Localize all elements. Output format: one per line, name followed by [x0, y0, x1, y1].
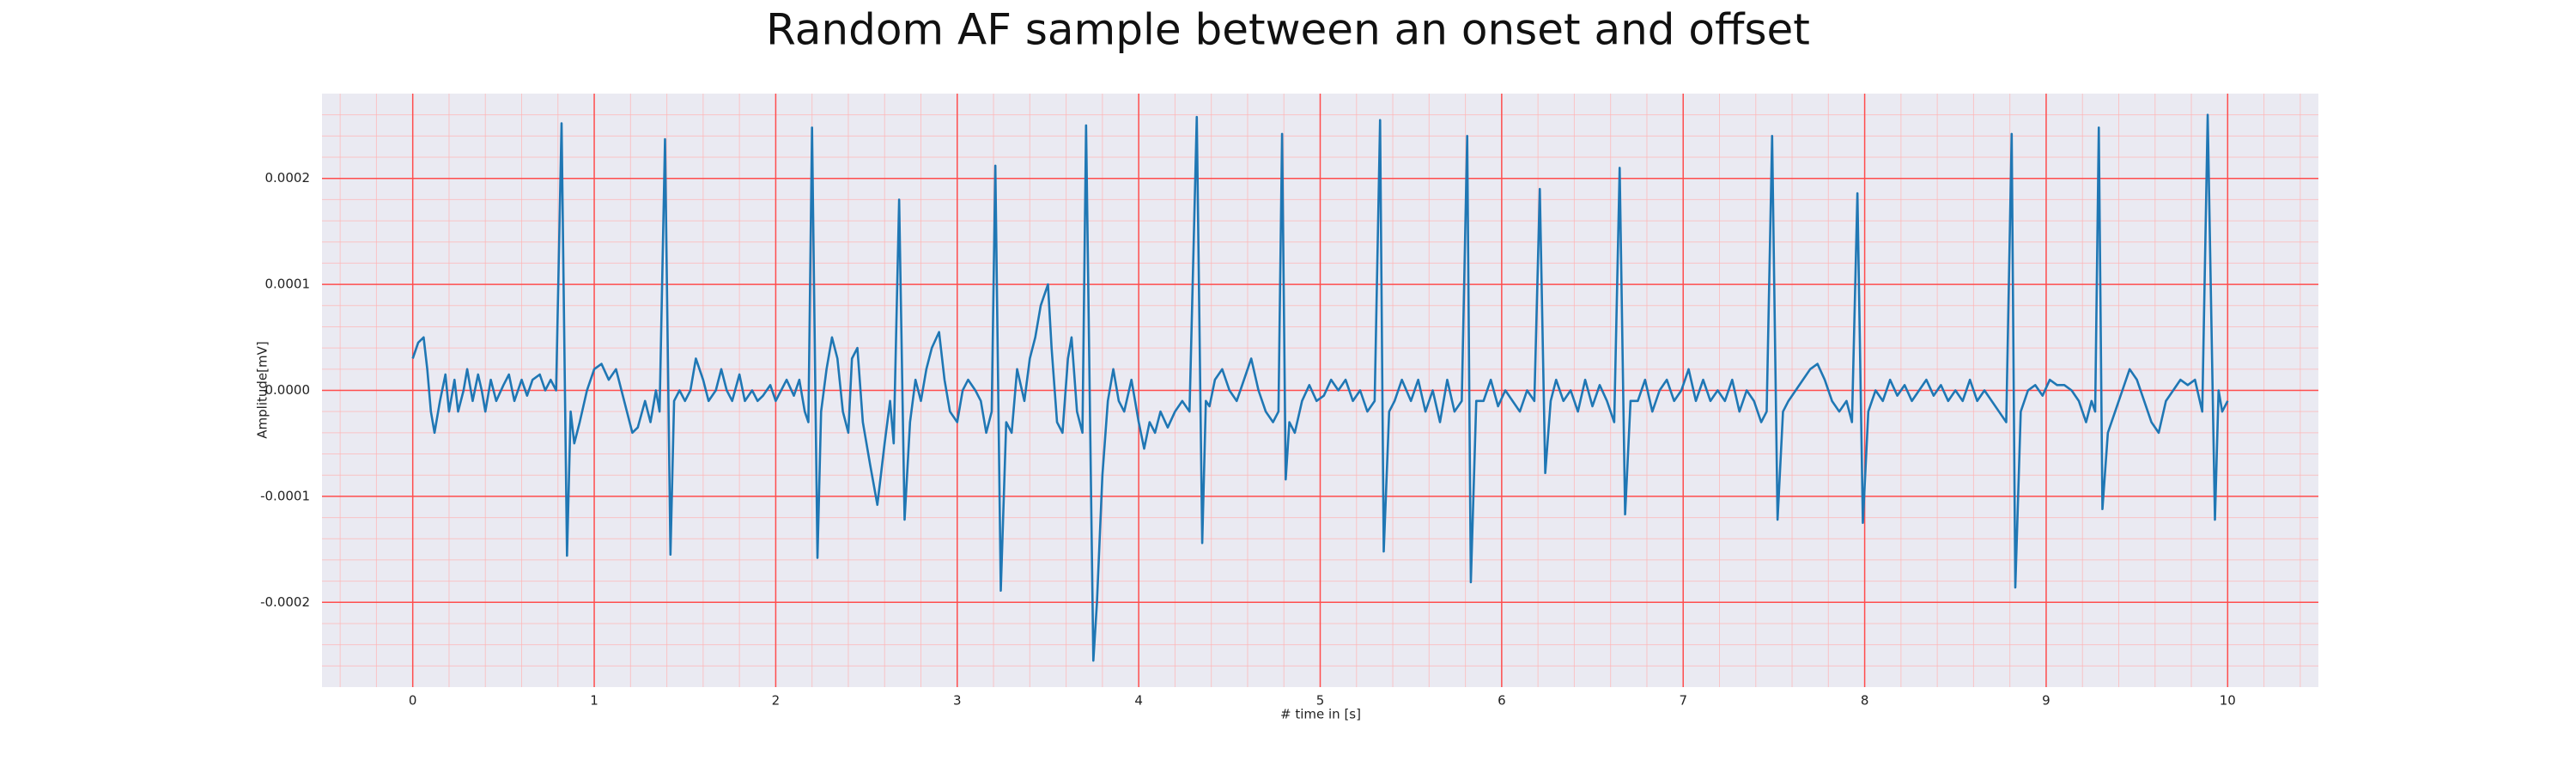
x-tick-label: 10 — [2220, 693, 2236, 709]
x-tick-label: 6 — [1498, 693, 1506, 709]
chart-title: Random AF sample between an onset and of… — [766, 5, 1810, 55]
x-tick-label: 5 — [1316, 693, 1325, 709]
x-tick-label: 9 — [2042, 693, 2050, 709]
x-tick-label: 2 — [772, 693, 781, 709]
y-tick-label: 0.0001 — [265, 277, 311, 292]
y-tick-label: -0.0002 — [260, 594, 310, 610]
y-tick-label: 0.0000 — [265, 382, 311, 398]
x-tick-label: 1 — [590, 693, 598, 709]
x-tick-label: 7 — [1679, 693, 1687, 709]
grid — [322, 94, 2318, 687]
y-tick-label: -0.0001 — [260, 488, 310, 503]
line — [411, 113, 2229, 662]
x-tick-label: 3 — [953, 693, 962, 709]
x-axis-label: # time in [s] — [1280, 707, 1361, 722]
x-tick-label: 8 — [1861, 693, 1869, 709]
x-tick-label: 4 — [1134, 693, 1143, 709]
y-tick-label: 0.0002 — [265, 170, 311, 186]
y-axis-label: Amplitude[mV] — [255, 341, 270, 438]
x-tick-label: 0 — [409, 693, 417, 709]
